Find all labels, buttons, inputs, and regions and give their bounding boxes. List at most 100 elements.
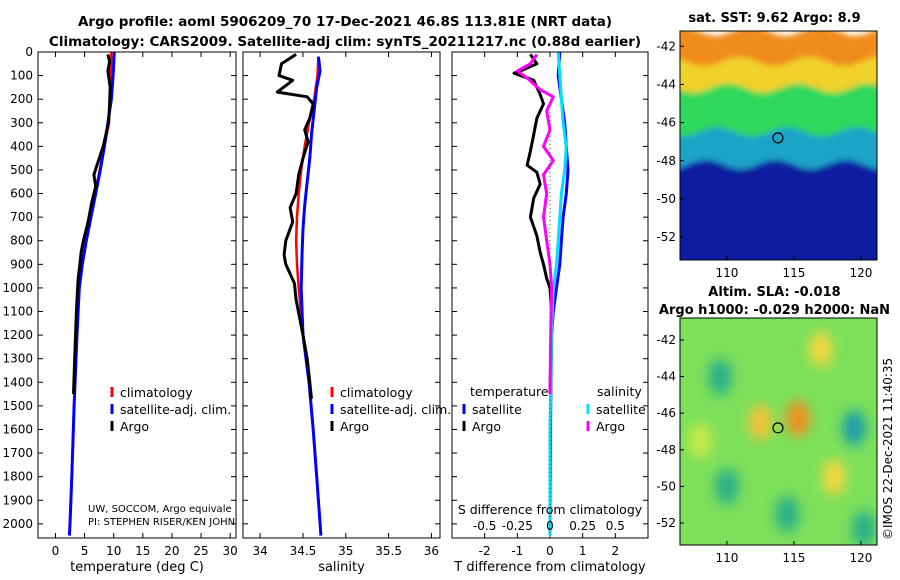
y-tick-label: -46 [656, 406, 676, 420]
x-tick-label: 36 [424, 544, 439, 558]
axes-box [37, 51, 237, 539]
sla-blobs [688, 331, 876, 545]
y-tick-label: 1400 [2, 375, 33, 389]
sla-map-title: Altim. SLA: -0.018 [708, 285, 840, 300]
y-tick-label: 300 [10, 116, 33, 130]
y-tick-label: -42 [656, 39, 676, 53]
sla-field [680, 318, 877, 545]
series-line [68, 52, 113, 536]
y-tick-label: -50 [656, 192, 676, 206]
x-axis-label: temperature (deg C) [70, 560, 204, 575]
x-tick-label: 2 [612, 544, 620, 558]
legend-label: satellite-adj. clim. [120, 402, 231, 417]
figure-title-line2: Climatology: CARS2009. Satellite-adj cli… [49, 34, 641, 50]
top-tick-label: -0.25 [502, 519, 533, 533]
y-tick-label: 600 [10, 187, 33, 201]
axes-box [451, 51, 649, 539]
y-tick-label: 100 [10, 69, 33, 83]
y-tick-label: 1000 [2, 281, 33, 295]
x-tick-label: 1 [579, 544, 587, 558]
series-line [299, 56, 323, 536]
x-tick-label: 34.5 [290, 544, 317, 558]
x-tick-label: 15 [135, 544, 150, 558]
y-tick-label: 800 [10, 234, 33, 248]
series-line [515, 53, 555, 395]
x-tick-label: 5 [81, 544, 89, 558]
top-tick-label: -0.5 [473, 519, 496, 533]
axes-box [242, 51, 441, 539]
y-tick-label: -48 [656, 154, 676, 168]
sla-map-panel: 110 115 120 -42 -44 -46 -48 -50 -52 Altim. SLA: -… [656, 285, 890, 565]
series-line [72, 54, 112, 395]
legend-label: climatology [120, 385, 193, 400]
x-tick-label: 110 [715, 551, 738, 565]
map-box [679, 317, 878, 546]
sla-blob [688, 422, 713, 459]
y-tick-label: 900 [10, 257, 33, 271]
legend-label: Argo [472, 419, 501, 434]
x-tick-label: -2 [479, 544, 491, 558]
x-axis-label: T difference from climatology [453, 560, 646, 575]
temperature-panel: 0 5 10 15 20 25 300100200300400500600700800900… [2, 45, 237, 575]
y-tick-label: -42 [656, 333, 676, 347]
y-tick-label: 200 [10, 92, 33, 106]
x-tick-label: 120 [849, 266, 872, 280]
y-tick-label: 500 [10, 163, 33, 177]
pi-text: PI: STEPHEN RISER/KEN JOHN [88, 517, 235, 528]
x-tick-label: 0 [52, 544, 60, 558]
sst-bands [680, 31, 877, 260]
x-tick-label: 30 [223, 544, 238, 558]
x-tick-label: 115 [782, 551, 805, 565]
legend-label: Argo [596, 419, 625, 434]
x-tick-label: 120 [849, 551, 872, 565]
argo-location-marker [772, 422, 784, 434]
sst-map-title: sat. SST: 9.62 Argo: 8.9 [688, 11, 860, 26]
x-tick-label: 34 [252, 544, 267, 558]
y-tick-label: 0 [25, 45, 33, 59]
x-tick-label: 10 [106, 544, 121, 558]
series-line [275, 53, 315, 399]
imos-watermark: ©IMOS 22-Dec-2021 11:40:35 [881, 358, 895, 540]
y-tick-label: 1700 [2, 446, 33, 460]
y-tick-label: 1500 [2, 399, 33, 413]
sla-blob [785, 400, 810, 437]
sla-blob [748, 404, 773, 441]
legend-label: Argo [120, 419, 149, 434]
legend-title-temperature: temperature [470, 384, 549, 399]
x-axis-label: salinity [318, 560, 365, 575]
x-tick-label: 35.5 [375, 544, 402, 558]
x-tick-label: 110 [715, 266, 738, 280]
sla-blob [708, 358, 733, 395]
x-tick-label: 25 [193, 544, 208, 558]
x-tick-label: 115 [782, 266, 805, 280]
y-tick-label: -52 [656, 230, 676, 244]
y-tick-label: -50 [656, 479, 676, 493]
top-tick-label: 0.25 [569, 519, 596, 533]
y-tick-label: -52 [656, 516, 676, 530]
y-tick-label: -44 [656, 370, 676, 384]
legend-label: satellite [472, 402, 522, 417]
sst-map-panel: 110 115 120 -42 -44 -46 -48 -50 -52 sat. SST: 9.6… [656, 11, 878, 280]
y-tick-label: 1800 [2, 470, 33, 484]
sla-blob [842, 409, 867, 446]
sla-blob [775, 495, 800, 532]
y-tick-label: 400 [10, 139, 33, 153]
sla-map-subtitle: Argo h1000: -0.029 h2000: NaN [659, 303, 890, 318]
y-tick-label: 1300 [2, 352, 33, 366]
top-tick-label: 0.5 [606, 519, 625, 533]
difference-panel: -2 -1 0 1 2 T difference from climatology -0.5… [451, 51, 649, 575]
credit-text: UW, SOCCOM, Argo equivale [88, 504, 232, 515]
argo-location-marker [772, 132, 784, 144]
y-tick-label: 1100 [2, 305, 33, 319]
x-tick-label: -1 [511, 544, 523, 558]
legend-label: climatology [340, 385, 413, 400]
legend-label: satellite-adj. clim. [340, 402, 451, 417]
x-tick-label: 0 [546, 544, 554, 558]
top-tick-label: 0 [546, 519, 554, 533]
y-tick-label: -44 [656, 77, 676, 91]
top-axis-label: S difference from climatology [458, 502, 643, 517]
sst-band [680, 159, 877, 260]
map-box [679, 30, 878, 261]
legend-label: satellite [596, 402, 646, 417]
